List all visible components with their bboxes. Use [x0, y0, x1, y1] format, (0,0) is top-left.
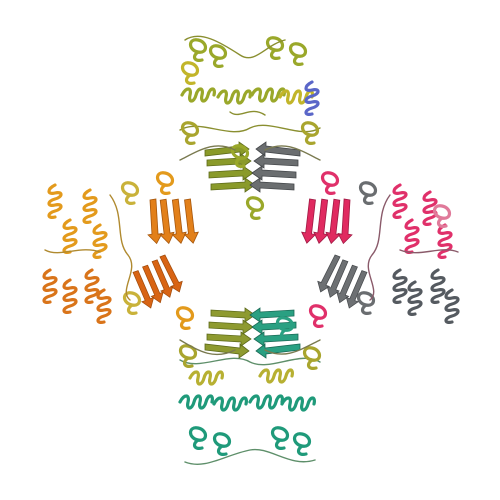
right-domain — [356, 181, 460, 325]
left-domain — [42, 181, 142, 325]
bottom-domain — [178, 344, 322, 465]
central-core — [129, 141, 371, 359]
top-domain — [179, 35, 321, 145]
